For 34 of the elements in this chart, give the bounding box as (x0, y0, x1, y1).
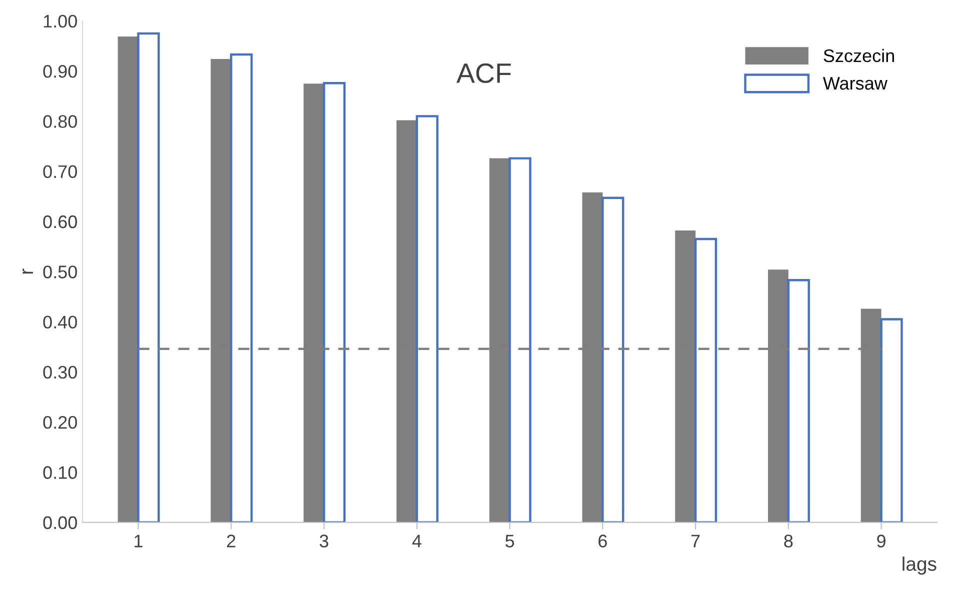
bar (322, 82, 346, 522)
bar (694, 238, 718, 522)
x-tick-label: 7 (691, 534, 700, 548)
bar (508, 157, 532, 522)
legend-label: Warsaw (822, 77, 888, 90)
x-tick-label: 3 (320, 534, 328, 548)
y-tick-label: 0.70 (43, 165, 77, 178)
x-tick-label: 5 (505, 534, 514, 548)
x-axis-title: lags (902, 556, 936, 575)
y-tick-label: 0.80 (43, 115, 77, 128)
text: ACF (456, 63, 511, 84)
y-tick-label: 0.60 (43, 215, 77, 228)
y-tick-label: 0.50 (43, 266, 77, 278)
x-tick-label: 4 (412, 534, 422, 548)
y-tick-label: 0.40 (43, 316, 77, 329)
bar (416, 115, 438, 522)
x-tick-label: 2 (227, 534, 236, 548)
y-tick-label: 1.00 (44, 14, 77, 28)
y-tick-label: 0.00 (43, 516, 77, 530)
legend-label: Szczecin (824, 48, 894, 62)
bar (602, 196, 624, 522)
y-tick-label: 0.90 (43, 64, 77, 78)
bar (880, 318, 903, 522)
x-tick-label: 9 (877, 534, 886, 548)
y-tick-label: 0.30 (43, 366, 77, 379)
y-tick-label: 0.20 (43, 416, 77, 429)
x-tick-label: 8 (784, 534, 793, 548)
bar (137, 32, 160, 522)
bar (787, 279, 810, 522)
x-tick-label: 1 (134, 534, 142, 548)
bar (230, 53, 253, 522)
y-axis-title: r (22, 268, 33, 274)
x-tick-label: 6 (598, 534, 607, 548)
y-tick-label: 0.10 (43, 466, 77, 479)
